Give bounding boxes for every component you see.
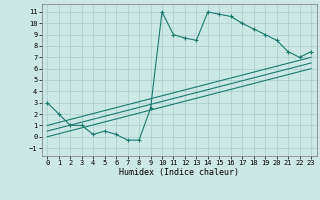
X-axis label: Humidex (Indice chaleur): Humidex (Indice chaleur) — [119, 168, 239, 177]
